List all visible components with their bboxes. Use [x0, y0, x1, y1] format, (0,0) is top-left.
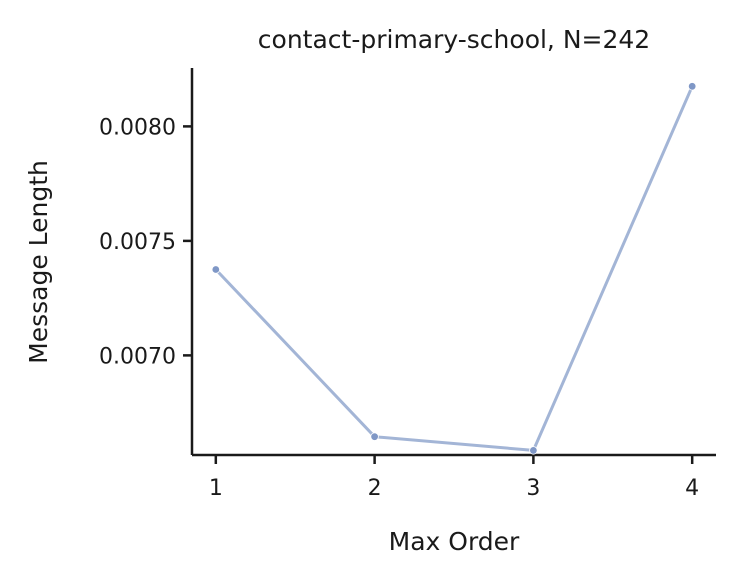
y-ticks: 0.0070 0.0075 0.0080 [99, 115, 192, 369]
y-tick-label: 0.0080 [99, 115, 176, 140]
data-point [370, 432, 379, 441]
series-line [214, 84, 694, 452]
y-tick-label: 0.0070 [99, 344, 176, 369]
y-tick-label: 0.0075 [99, 230, 176, 255]
x-tick-label: 4 [685, 476, 699, 501]
x-tick-label: 2 [368, 476, 382, 501]
chart-title: contact-primary-school, N=242 [258, 25, 650, 54]
data-point [529, 446, 538, 455]
y-axis-label: Message Length [24, 160, 53, 364]
data-point [687, 82, 697, 91]
data-point [211, 265, 221, 274]
x-tick-label: 3 [526, 476, 540, 501]
x-tick-label: 1 [209, 476, 223, 501]
x-ticks: 1 2 3 4 [209, 455, 699, 501]
plot-series [211, 82, 697, 455]
x-axis-label: Max Order [389, 527, 520, 556]
